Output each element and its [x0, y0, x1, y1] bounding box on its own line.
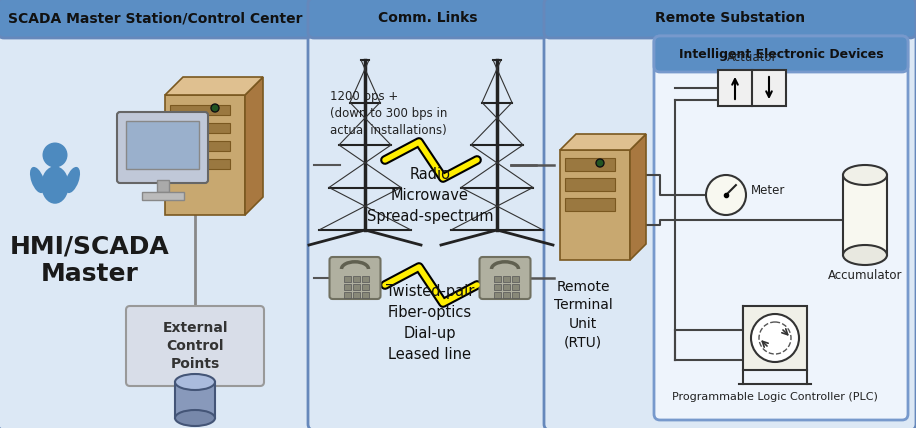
- Polygon shape: [560, 150, 630, 260]
- Bar: [512, 292, 518, 298]
- Text: Radio
Microwave
Spread-spectrum: Radio Microwave Spread-spectrum: [366, 166, 493, 223]
- Circle shape: [42, 143, 68, 167]
- Bar: [126, 121, 199, 169]
- Text: SCADA Master Station/Control Center: SCADA Master Station/Control Center: [7, 11, 302, 25]
- Ellipse shape: [65, 167, 80, 193]
- FancyBboxPatch shape: [0, 0, 312, 428]
- Circle shape: [596, 159, 604, 167]
- Text: Remote
Terminal
Unit
(RTU): Remote Terminal Unit (RTU): [553, 280, 613, 349]
- Bar: [157, 180, 169, 192]
- Bar: [170, 105, 230, 115]
- Bar: [565, 178, 615, 191]
- Polygon shape: [165, 95, 245, 215]
- FancyBboxPatch shape: [126, 306, 264, 386]
- Text: Programmable Logic Controller (PLC): Programmable Logic Controller (PLC): [672, 392, 878, 402]
- FancyBboxPatch shape: [117, 112, 208, 183]
- Bar: [170, 123, 230, 133]
- Bar: [344, 284, 351, 290]
- Bar: [362, 292, 368, 298]
- FancyBboxPatch shape: [0, 0, 312, 38]
- Bar: [175, 382, 215, 418]
- Text: Intelligent Electronic Devices: Intelligent Electronic Devices: [679, 48, 883, 60]
- Ellipse shape: [30, 167, 45, 193]
- Ellipse shape: [175, 410, 215, 426]
- FancyBboxPatch shape: [544, 0, 916, 38]
- Bar: [503, 276, 509, 282]
- Bar: [743, 306, 807, 370]
- Bar: [354, 292, 359, 298]
- Ellipse shape: [41, 166, 69, 204]
- Bar: [495, 292, 500, 298]
- Polygon shape: [165, 77, 263, 95]
- Circle shape: [706, 175, 746, 215]
- Bar: [503, 284, 509, 290]
- FancyBboxPatch shape: [308, 0, 548, 428]
- Bar: [565, 158, 615, 171]
- Bar: [362, 284, 368, 290]
- FancyBboxPatch shape: [544, 0, 916, 428]
- Text: Remote Substation: Remote Substation: [655, 11, 805, 25]
- Bar: [170, 159, 230, 169]
- Text: Meter: Meter: [751, 184, 785, 196]
- FancyBboxPatch shape: [330, 257, 380, 299]
- Bar: [362, 276, 368, 282]
- Bar: [718, 70, 786, 106]
- Bar: [354, 284, 359, 290]
- FancyBboxPatch shape: [654, 36, 908, 72]
- Polygon shape: [560, 134, 646, 150]
- FancyBboxPatch shape: [479, 257, 530, 299]
- Polygon shape: [630, 134, 646, 260]
- Bar: [344, 292, 351, 298]
- Ellipse shape: [843, 245, 887, 265]
- Bar: [170, 141, 230, 151]
- Circle shape: [751, 314, 799, 362]
- Text: HMI/SCADA
Master: HMI/SCADA Master: [10, 234, 169, 286]
- Bar: [565, 198, 615, 211]
- Text: Actuator: Actuator: [726, 51, 778, 64]
- Text: External
Control
Points: External Control Points: [162, 321, 228, 372]
- Bar: [503, 292, 509, 298]
- Bar: [843, 175, 887, 255]
- Bar: [495, 284, 500, 290]
- Ellipse shape: [175, 374, 215, 390]
- Polygon shape: [245, 77, 263, 215]
- FancyBboxPatch shape: [308, 0, 548, 38]
- Bar: [354, 276, 359, 282]
- Text: Accumulator: Accumulator: [828, 269, 902, 282]
- Bar: [512, 284, 518, 290]
- Text: Comm. Links: Comm. Links: [378, 11, 478, 25]
- Bar: [344, 276, 351, 282]
- Bar: [142, 192, 184, 200]
- Bar: [512, 276, 518, 282]
- Bar: [495, 276, 500, 282]
- Circle shape: [211, 104, 219, 112]
- Text: 1200 bps +
(down to 300 bps in
actual installations): 1200 bps + (down to 300 bps in actual in…: [330, 90, 447, 137]
- FancyBboxPatch shape: [654, 36, 908, 420]
- Ellipse shape: [843, 165, 887, 185]
- Text: Twisted-pair
Fiber-optics
Dial-up
Leased line: Twisted-pair Fiber-optics Dial-up Leased…: [386, 284, 474, 362]
